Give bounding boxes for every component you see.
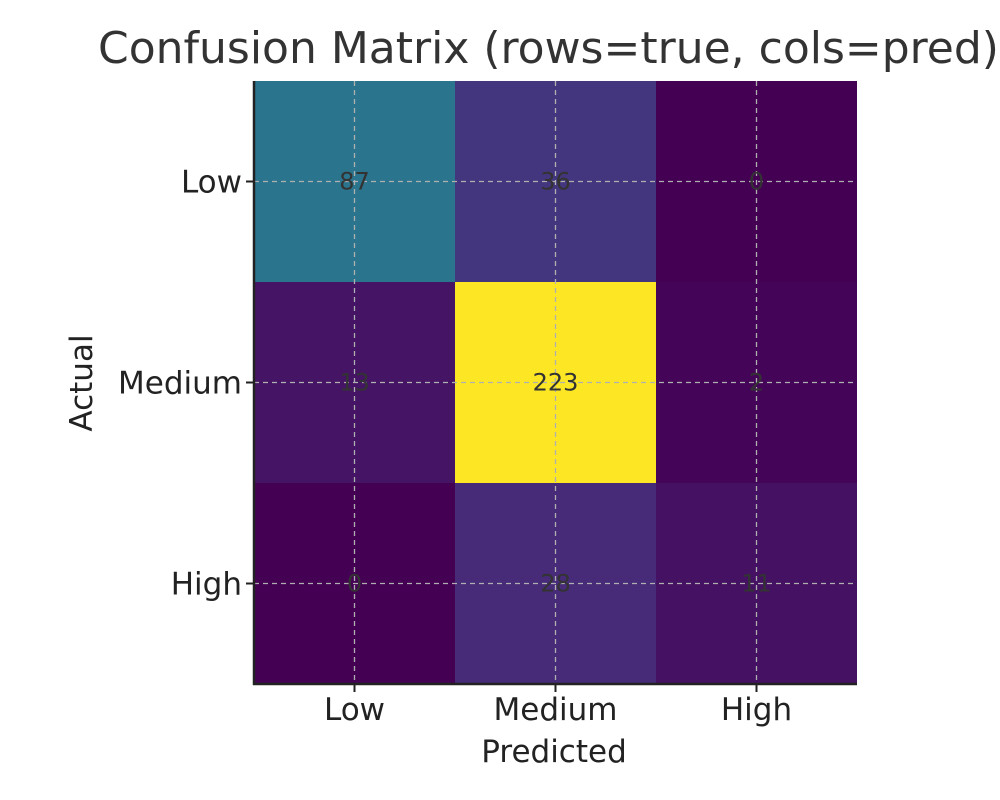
x-tick-label-high: High — [721, 692, 792, 728]
cell-value-label: 36 — [540, 168, 571, 196]
cell-value-label: 87 — [339, 168, 370, 196]
cell-value-label: 2 — [749, 369, 764, 397]
tick-labels: Low Medium High Low Medium High — [118, 165, 792, 729]
y-axis-label: Actual — [64, 334, 100, 431]
cell-value-label: 28 — [540, 570, 571, 598]
cell-value-label: 0 — [749, 168, 764, 196]
cell-value-label: 223 — [533, 369, 579, 397]
x-tick-label-low: Low — [324, 692, 385, 728]
axes — [246, 81, 857, 692]
chart-title: Confusion Matrix (rows=true, cols=pred) — [98, 23, 999, 74]
y-tick-label-high: High — [171, 567, 242, 603]
y-tick-label-low: Low — [181, 165, 242, 201]
cell-value-label: 11 — [741, 570, 772, 598]
cell-value-label: 0 — [347, 570, 362, 598]
x-tick-label-medium: Medium — [494, 692, 618, 728]
cell-value-label: 13 — [339, 369, 370, 397]
y-tick-label-medium: Medium — [118, 366, 242, 402]
cell-value-labels: 87 36 0 13 223 2 0 28 11 — [339, 168, 772, 598]
grid-lines — [254, 81, 857, 684]
x-axis-label: Predicted — [481, 734, 627, 770]
